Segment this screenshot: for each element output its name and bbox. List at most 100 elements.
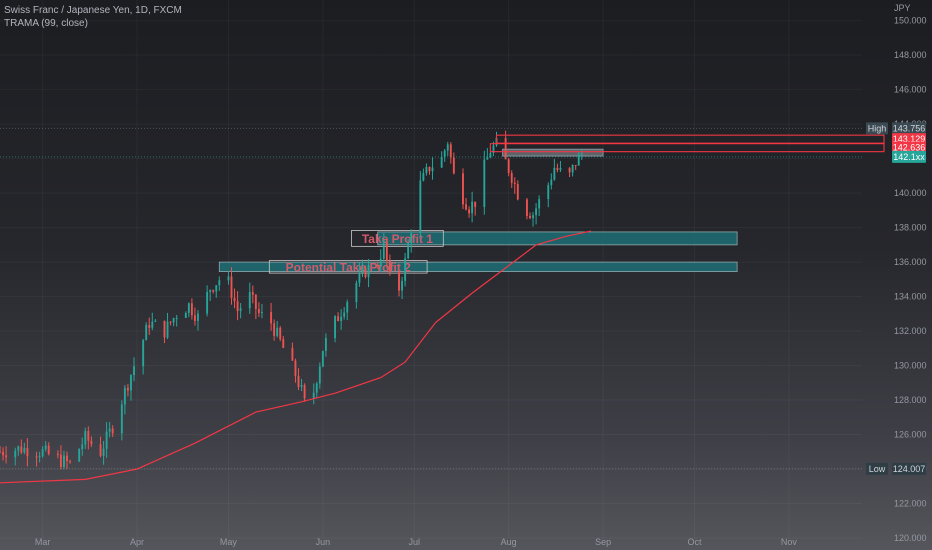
- candle-body: [401, 280, 404, 291]
- candle-body: [17, 446, 20, 451]
- candle-body: [431, 167, 434, 172]
- candle-body: [513, 182, 516, 185]
- candle-body: [81, 444, 84, 450]
- candle-body: [483, 159, 486, 207]
- high-tag-label: High: [868, 123, 887, 133]
- candle-body: [193, 315, 196, 321]
- candle-body: [465, 204, 467, 210]
- candle-body: [367, 265, 370, 278]
- candle-body: [187, 303, 190, 314]
- candle-body: [361, 267, 364, 273]
- candle-body: [2, 451, 4, 456]
- time-axis[interactable]: Mar Apr May Jun Jul Aug Sep Oct Nov: [35, 537, 798, 547]
- y-tick-label: 148.000: [894, 50, 927, 60]
- candle-body: [282, 339, 285, 348]
- low-tag-value: 124.007: [893, 464, 926, 474]
- candle-body: [535, 208, 538, 216]
- level-tag-2-bg: [892, 141, 926, 154]
- candle-body: [492, 145, 495, 153]
- candle-body: [270, 312, 273, 324]
- candle-body: [69, 461, 72, 463]
- symbol-title[interactable]: Swiss Franc / Japanese Yen, 1D, FXCM: [4, 5, 182, 16]
- candle-body: [120, 404, 123, 434]
- candle-body: [318, 366, 321, 384]
- currency-label: JPY: [894, 3, 911, 13]
- y-tick-label: 128.000: [894, 395, 927, 405]
- y-tick-label: 126.000: [894, 430, 927, 440]
- candle-body: [63, 455, 65, 467]
- potential-take-profit-2-zone-label-box: [268, 260, 428, 274]
- low-tag-value-bg: [892, 462, 926, 475]
- candle-body: [358, 272, 361, 283]
- candle-body: [504, 137, 507, 160]
- x-tick-label: Nov: [781, 537, 798, 547]
- candle-body: [154, 320, 157, 322]
- candle-body: [321, 350, 324, 367]
- potential-take-profit-2-zone: [218, 261, 738, 272]
- y-tick-label: 122.000: [894, 499, 927, 509]
- candle-body: [175, 318, 178, 320]
- candle-body: [404, 258, 407, 281]
- candle-body: [294, 360, 297, 376]
- candle-body: [0, 451, 1, 453]
- candle-body: [130, 375, 132, 391]
- candle-body: [20, 446, 23, 453]
- candle-body: [407, 243, 410, 259]
- candle-body: [209, 290, 212, 292]
- candle-body: [443, 150, 446, 157]
- candle-body: [163, 320, 166, 338]
- take-profit-1-zone-label-box: [351, 230, 444, 247]
- candle-body: [410, 233, 413, 244]
- level-142-636: [489, 143, 885, 153]
- candle-body: [47, 445, 50, 454]
- level-143-129: [495, 134, 885, 144]
- candle-body: [462, 173, 464, 205]
- candle-body: [257, 309, 260, 313]
- zones: Take Profit 1 Potential Take Profit 2: [218, 148, 738, 274]
- candle-body: [474, 201, 477, 207]
- candle-body: [419, 180, 422, 234]
- candle-body: [102, 448, 105, 456]
- candle-body: [449, 144, 452, 158]
- candle-body: [312, 392, 315, 399]
- candle-body: [559, 168, 562, 170]
- candle-body: [526, 199, 528, 216]
- candle-body: [23, 447, 26, 453]
- candle-body: [142, 340, 145, 367]
- candle-body: [148, 324, 151, 328]
- candle-body: [422, 173, 425, 181]
- x-tick-label: Aug: [501, 537, 517, 547]
- candle-body: [388, 260, 391, 273]
- candle-body: [297, 375, 300, 387]
- candle-body: [184, 313, 187, 319]
- indicator-title[interactable]: TRAMA (99, close): [4, 18, 88, 29]
- high-tag-value-bg: [892, 122, 926, 135]
- price-axis[interactable]: 120.000122.000124.000126.000128.000130.0…: [866, 3, 927, 543]
- candle-body: [151, 321, 154, 328]
- candle-body: [580, 153, 583, 155]
- trama-line: [0, 230, 592, 484]
- candle-body: [303, 385, 306, 399]
- candle-body: [87, 430, 90, 441]
- candle-body: [26, 447, 29, 457]
- x-tick-label: May: [220, 537, 238, 547]
- candle-body: [261, 312, 263, 314]
- candle-body: [233, 297, 236, 302]
- candle-body: [300, 385, 303, 387]
- candle-body: [105, 431, 108, 449]
- candle-body: [197, 313, 199, 321]
- candle-body: [215, 285, 218, 292]
- candle-body: [334, 316, 336, 339]
- candle-body: [556, 167, 559, 170]
- candle-body: [218, 280, 221, 286]
- candle-body: [206, 291, 209, 314]
- candle-body: [343, 312, 346, 317]
- candle-body: [145, 324, 148, 341]
- candle-body: [44, 445, 47, 450]
- level-lines: [0, 127, 885, 470]
- candle-body: [99, 444, 102, 456]
- y-tick-label: 146.000: [894, 85, 927, 95]
- low-tag-label-bg: [866, 462, 888, 475]
- candle-body: [78, 449, 81, 462]
